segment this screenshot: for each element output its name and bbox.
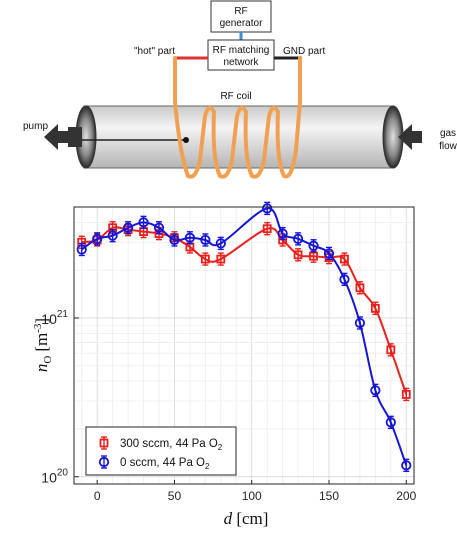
data-point-circle bbox=[184, 232, 196, 243]
gas-flow-arrow bbox=[398, 124, 422, 150]
data-point-circle bbox=[308, 240, 319, 251]
data-point-circle bbox=[76, 244, 87, 255]
data-point-square bbox=[355, 283, 365, 293]
data-point-circle bbox=[292, 233, 304, 244]
probe-tip bbox=[183, 137, 189, 143]
rf-matching-label-1: RF matching bbox=[213, 45, 270, 56]
data-point-square bbox=[386, 345, 396, 355]
data-point-circle bbox=[107, 230, 118, 241]
data-point-square bbox=[401, 390, 411, 399]
y-label-var: n bbox=[32, 364, 51, 373]
x-axis: 0 50 100 150 200 bbox=[94, 480, 417, 503]
data-point-circle bbox=[339, 274, 350, 285]
y-label-exp: -3 bbox=[32, 323, 44, 333]
data-point-circle bbox=[169, 234, 180, 246]
data-point-square bbox=[340, 254, 349, 264]
series-layer bbox=[76, 201, 412, 473]
data-point-square bbox=[262, 224, 272, 234]
data-point-circle bbox=[401, 460, 412, 471]
x-label-unit: [cm] bbox=[236, 509, 268, 528]
x-tick-label: 150 bbox=[319, 489, 339, 503]
rf-coil bbox=[173, 56, 302, 179]
legend-label-300sccm: 300 sccm, 44 Pa O2 bbox=[120, 438, 223, 452]
legend-marker-circle bbox=[98, 456, 110, 468]
data-point-circle bbox=[122, 222, 134, 233]
data-point-circle bbox=[153, 222, 165, 233]
data-point-circle bbox=[215, 238, 226, 249]
data-point-circle bbox=[385, 417, 396, 428]
data-point-circle bbox=[323, 248, 335, 259]
data-point-circle bbox=[138, 217, 149, 228]
series-line-0 bbox=[81, 226, 408, 395]
pump-arrow bbox=[44, 124, 82, 150]
data-point-circle bbox=[262, 203, 273, 214]
x-axis-label: d [cm] bbox=[224, 509, 269, 528]
y-label-close: ] bbox=[32, 318, 51, 324]
y-tick-label: 1021 bbox=[41, 309, 68, 327]
data-point-square bbox=[309, 251, 318, 261]
x-label-var: d bbox=[224, 509, 233, 528]
chart: 0 50 100 150 200 1021 1020 nO [m-3] d [cm] 300… bbox=[32, 201, 417, 528]
data-point-circle bbox=[277, 228, 288, 239]
data-point-circle bbox=[354, 317, 366, 329]
y-label-sub: O bbox=[42, 356, 54, 364]
data-point-circle bbox=[92, 233, 103, 244]
gas-flow-label-1: gas bbox=[440, 128, 456, 139]
x-tick-label: 100 bbox=[242, 489, 262, 503]
y-axis: 1021 1020 bbox=[41, 309, 79, 486]
rf-coil-label: RF coil bbox=[220, 91, 251, 102]
gas-flow-label-2: flow bbox=[439, 141, 457, 152]
legend-box bbox=[85, 426, 237, 476]
data-point-square bbox=[293, 250, 303, 260]
hot-part-label: "hot" part bbox=[134, 46, 175, 57]
rf-matching-box bbox=[207, 39, 275, 71]
data-point-circle bbox=[200, 234, 211, 246]
rf-generator-box bbox=[210, 0, 272, 33]
y-tick-label: 1020 bbox=[41, 468, 68, 486]
legend-label-0sccm: 0 sccm, 44 Pa O2 bbox=[120, 457, 210, 471]
gnd-part-label: GND part bbox=[283, 46, 325, 57]
plot-frame bbox=[73, 206, 415, 485]
rf-generator-label-2: generator bbox=[220, 18, 263, 29]
x-tick-label: 50 bbox=[168, 489, 182, 503]
legend: 300 sccm, 44 Pa O2 0 sccm, 44 Pa O2 bbox=[85, 426, 237, 476]
setup-diagram: RF generator RF matching network "hot" p… bbox=[23, 0, 457, 179]
x-tick-label: 200 bbox=[396, 489, 416, 503]
pump-label: pump bbox=[23, 121, 48, 132]
rf-generator-label-1: RF bbox=[234, 6, 247, 17]
x-tick-label: 0 bbox=[94, 489, 101, 503]
data-point-square bbox=[200, 254, 210, 264]
rf-matching-label-2: network bbox=[223, 57, 259, 68]
data-point-circle bbox=[370, 385, 381, 396]
y-axis-label: nO [m-3] bbox=[32, 318, 54, 372]
tube-body bbox=[83, 105, 395, 169]
data-point-square bbox=[216, 254, 226, 264]
data-point-square bbox=[370, 303, 380, 313]
y-label-unit: [m bbox=[32, 333, 51, 352]
legend-marker-square bbox=[99, 438, 109, 448]
